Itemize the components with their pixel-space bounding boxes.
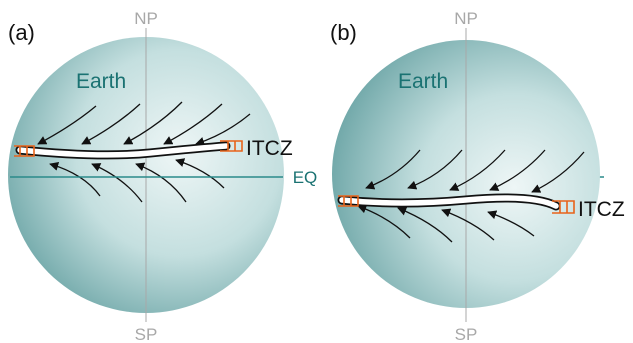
trade-wind-arrow [91, 163, 143, 203]
trade-wind-arrow [357, 204, 411, 239]
flux-marker-icon [220, 140, 243, 152]
trade-wind-arrow [135, 162, 187, 203]
trade-wind-arrow [449, 149, 506, 191]
trade-wind-arrow [163, 103, 223, 145]
panel-a: (a) Earth NP SP ITCZ [8, 9, 293, 343]
flux-marker-icon [14, 145, 35, 157]
wind-arrows-a [37, 101, 251, 203]
trade-wind-arrow [489, 149, 546, 191]
trade-wind-arrow [37, 105, 97, 145]
trade-wind-arrow [81, 103, 141, 145]
trade-wind-arrow [123, 101, 183, 145]
panel-b: (b) Earth NP SP ITCZ [330, 9, 625, 343]
north-pole-label: NP [134, 9, 158, 28]
equator-label: EQ [293, 168, 318, 187]
south-pole-label: SP [135, 325, 158, 343]
panel-label: (b) [330, 20, 357, 45]
earth-label: Earth [76, 70, 126, 93]
trade-wind-arrow [531, 151, 585, 193]
wind-arrows-b [357, 149, 585, 243]
flux-marker-icon [552, 200, 575, 214]
south-pole-label: SP [455, 325, 478, 343]
trade-wind-arrow [397, 206, 453, 243]
panel-label: (a) [8, 20, 35, 45]
trade-wind-arrow [195, 113, 251, 146]
earth-label: Earth [398, 70, 448, 93]
trade-wind-arrow [407, 149, 463, 190]
trade-wind-arrow [441, 208, 495, 241]
itcz-band-b [337, 193, 575, 214]
itcz-label: ITCZ [578, 198, 625, 221]
trade-wind-arrow [175, 158, 225, 189]
trade-wind-arrow [365, 149, 421, 190]
flux-marker-icon [338, 195, 359, 207]
itcz-label: ITCZ [246, 137, 293, 160]
north-pole-label: NP [454, 9, 478, 28]
trade-wind-arrow [487, 210, 535, 237]
itcz-band-a [14, 140, 243, 160]
